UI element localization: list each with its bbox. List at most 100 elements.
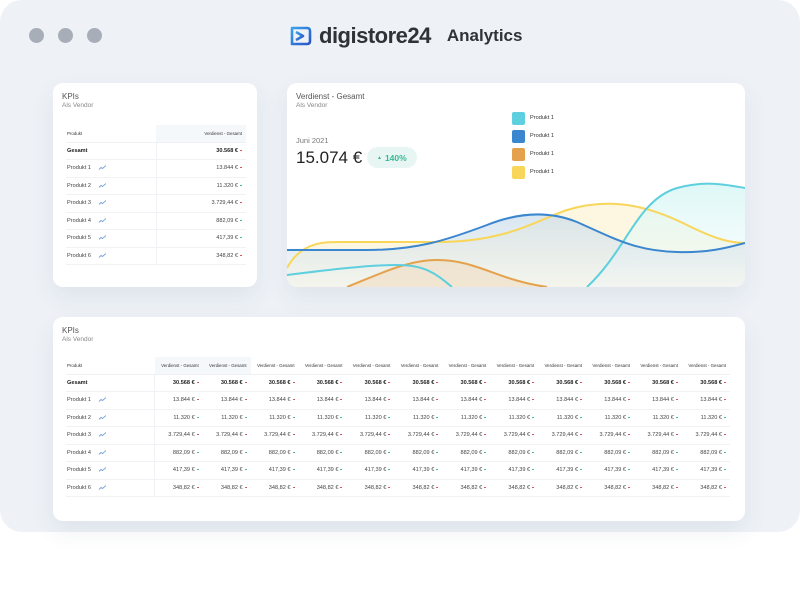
column-header-value[interactable]: Verdienst - Gesamt xyxy=(586,357,634,375)
trend-down-indicator xyxy=(196,434,199,436)
column-header-value[interactable]: Verdienst - Gesamt xyxy=(394,357,443,375)
trend-chart-icon[interactable] xyxy=(98,217,106,223)
legend-item[interactable]: Produkt 1 xyxy=(512,145,554,163)
value: 11.320 € xyxy=(700,414,722,421)
value-cell: 30.568 € xyxy=(154,374,203,392)
trend-down-indicator xyxy=(580,381,583,383)
trend-up-indicator xyxy=(724,451,726,453)
trend-chart-icon[interactable] xyxy=(98,397,106,403)
legend-item[interactable]: Produkt 1 xyxy=(512,109,554,127)
column-header-value[interactable]: Verdienst - Gesamt xyxy=(154,357,203,375)
value: 882,09 € xyxy=(364,449,387,456)
table-row[interactable]: Produkt 4 882,09 € 882,09 € 882,09 € 882,09 … xyxy=(66,444,730,462)
table-row[interactable]: Produkt 6 348,82 € xyxy=(66,247,246,265)
table-row[interactable]: Produkt 1 13.844 € 13.844 € 13.844 € 13.844 … xyxy=(66,391,730,410)
value-cell: 348,82 € xyxy=(538,479,587,497)
trend-up-indicator xyxy=(580,416,583,418)
legend-swatch xyxy=(512,129,525,143)
column-header-value[interactable]: Verdienst - Gesamt xyxy=(538,357,587,375)
value-cell: 348,82 € xyxy=(442,479,491,497)
legend-swatch xyxy=(512,165,525,179)
legend-label: Produkt 1 xyxy=(530,133,554,139)
trend-chart-icon[interactable] xyxy=(98,252,106,258)
trend-chart-icon[interactable] xyxy=(98,449,106,455)
app-window: digistore24 Analytics KPIs Als Vendor Pr… xyxy=(0,0,800,532)
value-cell: 13.844 € xyxy=(490,391,539,410)
window-maximize-dot[interactable] xyxy=(87,28,102,43)
window-minimize-dot[interactable] xyxy=(58,28,73,43)
trend-up-indicator xyxy=(628,469,630,471)
trend-down-indicator xyxy=(292,434,295,436)
column-header-value[interactable]: Verdienst - Gesamt xyxy=(202,357,251,375)
trend-chart-icon[interactable] xyxy=(98,182,106,188)
row-label: Produkt 2 xyxy=(67,182,91,189)
value-cell: 882,09 € xyxy=(490,444,539,462)
value-cell: 13.844 € xyxy=(154,391,203,410)
value: 417,39 € xyxy=(508,467,531,474)
table-row[interactable]: Produkt 6 348,82 € 348,82 € 348,82 € 348,82 … xyxy=(66,479,730,497)
value: 11.320 € xyxy=(173,414,195,421)
trend-chart-icon[interactable] xyxy=(98,467,106,473)
row-label: Produkt 6 xyxy=(67,252,91,259)
trend-chart-icon[interactable] xyxy=(98,200,106,206)
table-row[interactable]: Produkt 2 11.320 € 11.320 € 11.320 € 11.320 … xyxy=(66,409,730,427)
trend-chart-icon[interactable] xyxy=(98,165,106,171)
value-cell: 30.568 € xyxy=(155,142,246,160)
trend-down-indicator xyxy=(724,399,726,401)
window-close-dot[interactable] xyxy=(29,28,44,43)
trend-up-indicator xyxy=(196,451,199,453)
table-row[interactable]: Produkt 5 417,39 € 417,39 € 417,39 € 417,39 … xyxy=(66,461,730,480)
column-header-value[interactable]: Verdienst - Gesamt xyxy=(681,357,730,375)
trend-chart-icon[interactable] xyxy=(98,484,106,490)
value: 348,82 € xyxy=(508,484,531,491)
value: 3.729,44 € xyxy=(407,432,435,439)
column-header-value[interactable]: Verdienst - Gesamt xyxy=(250,357,299,375)
legend-swatch xyxy=(512,147,525,161)
trend-up-indicator xyxy=(244,469,247,471)
value: 11.320 € xyxy=(460,414,483,421)
value: 13.844 € xyxy=(604,397,626,404)
value-cell: 882,09 € xyxy=(250,444,299,462)
table-row[interactable]: Produkt 1 13.844 € xyxy=(66,159,246,178)
value-cell: 882,09 € xyxy=(202,444,251,462)
column-header-value[interactable]: Verdienst - Gesamt xyxy=(346,357,395,375)
value: 882,09 € xyxy=(508,449,531,456)
table-row[interactable]: Produkt 2 11.320 € xyxy=(66,177,246,195)
value-cell: 348,82 € xyxy=(346,479,395,497)
table-row[interactable]: Gesamt 30.568 € 30.568 € 30.568 € 30.568 € 30… xyxy=(66,374,730,392)
legend-item[interactable]: Produkt 1 xyxy=(512,127,554,145)
table-row[interactable]: Produkt 3 3.729,44 € xyxy=(66,194,246,213)
trend-up-indicator xyxy=(580,451,583,453)
trend-up-indicator xyxy=(292,416,295,418)
column-header-value[interactable]: Verdienst - Gesamt xyxy=(156,125,246,143)
row-label-cell: Produkt 1 xyxy=(66,159,156,178)
table-row[interactable]: Produkt 4 882,09 € xyxy=(66,212,246,230)
value: 11.320 € xyxy=(652,414,674,421)
legend-item[interactable]: Produkt 1 xyxy=(512,163,554,181)
value-cell: 11.320 € xyxy=(250,409,299,427)
series-line-blue xyxy=(287,213,745,254)
value: 348,82 € xyxy=(652,484,674,491)
value-cell: 882,09 € xyxy=(681,444,730,462)
trend-up-indicator xyxy=(628,416,630,418)
column-header-value[interactable]: Verdienst - Gesamt xyxy=(442,357,491,375)
value-cell: 11.320 € xyxy=(538,409,587,427)
table-row[interactable]: Produkt 5 417,39 € xyxy=(66,229,246,248)
value-cell: 30.568 € xyxy=(490,374,539,392)
value: 11.320 € xyxy=(604,414,626,421)
trend-down-indicator xyxy=(340,486,343,488)
column-header-value[interactable]: Verdienst - Gesamt xyxy=(490,357,539,375)
trend-chart-icon[interactable] xyxy=(98,235,106,241)
value-cell: 348,82 € xyxy=(250,479,299,497)
trend-chart-icon[interactable] xyxy=(98,414,106,420)
value-cell: 348,82 € xyxy=(681,479,730,497)
trend-down-indicator xyxy=(532,486,535,488)
column-header-value[interactable]: Verdienst - Gesamt xyxy=(298,357,347,375)
column-header-value[interactable]: Verdienst - Gesamt xyxy=(634,357,682,375)
table-row[interactable]: Produkt 3 3.729,44 € 3.729,44 € 3.729,44 € 3… xyxy=(66,426,730,445)
value: 30.568 € xyxy=(412,379,435,386)
trend-down-indicator xyxy=(388,399,391,401)
value: 30.568 € xyxy=(604,379,626,386)
trend-chart-icon[interactable] xyxy=(98,432,106,438)
table-row[interactable]: Gesamt 30.568 € xyxy=(66,142,246,160)
